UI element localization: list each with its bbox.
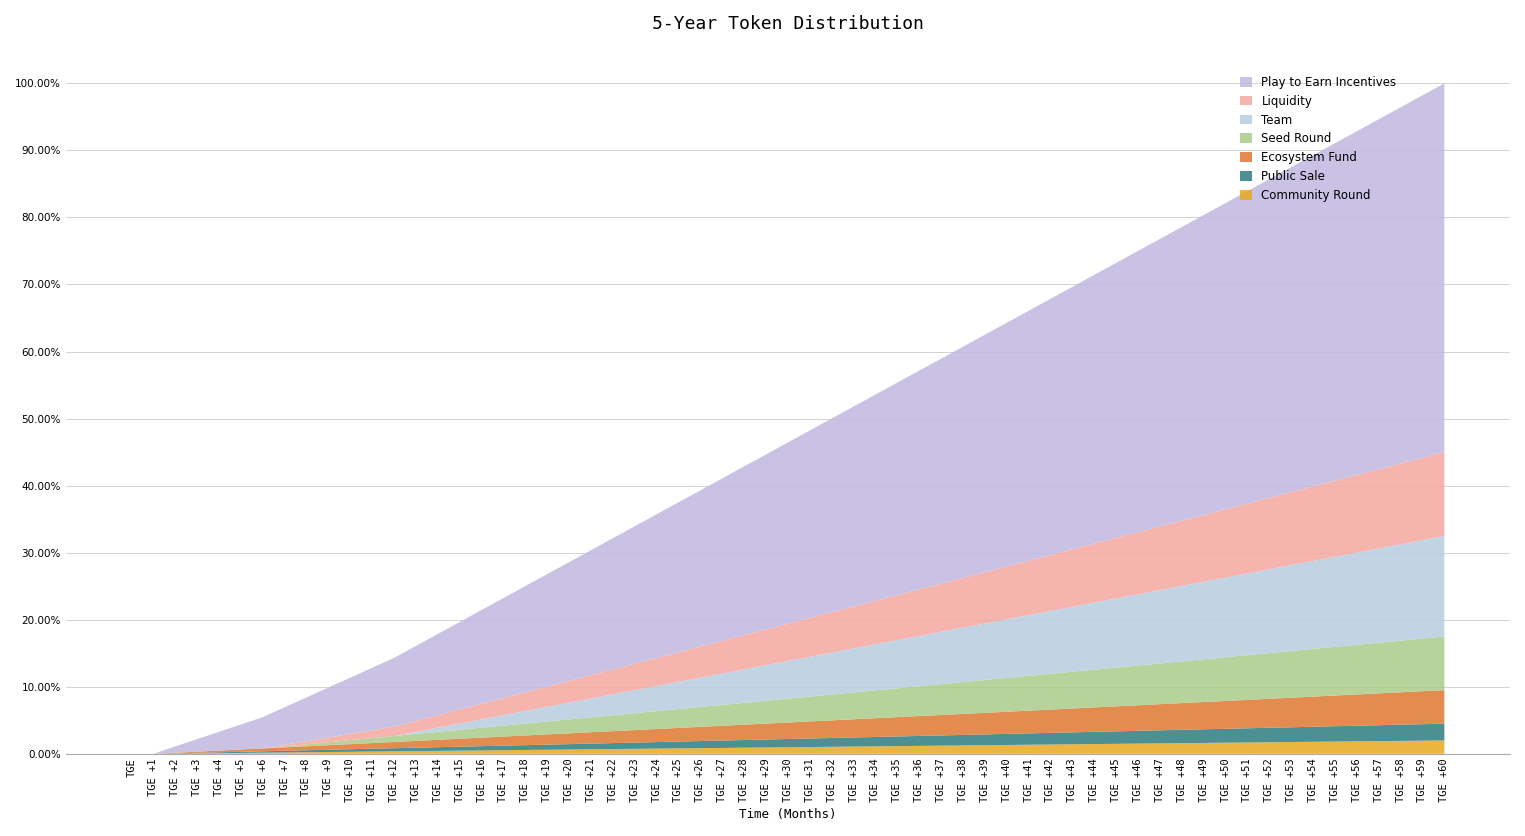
X-axis label: Time (Months): Time (Months) [740, 808, 837, 821]
Legend: Play to Earn Incentives, Liquidity, Team, Seed Round, Ecosystem Fund, Public Sal: Play to Earn Incentives, Liquidity, Team… [1234, 70, 1403, 208]
Title: 5-Year Token Distribution: 5-Year Token Distribution [651, 15, 924, 33]
